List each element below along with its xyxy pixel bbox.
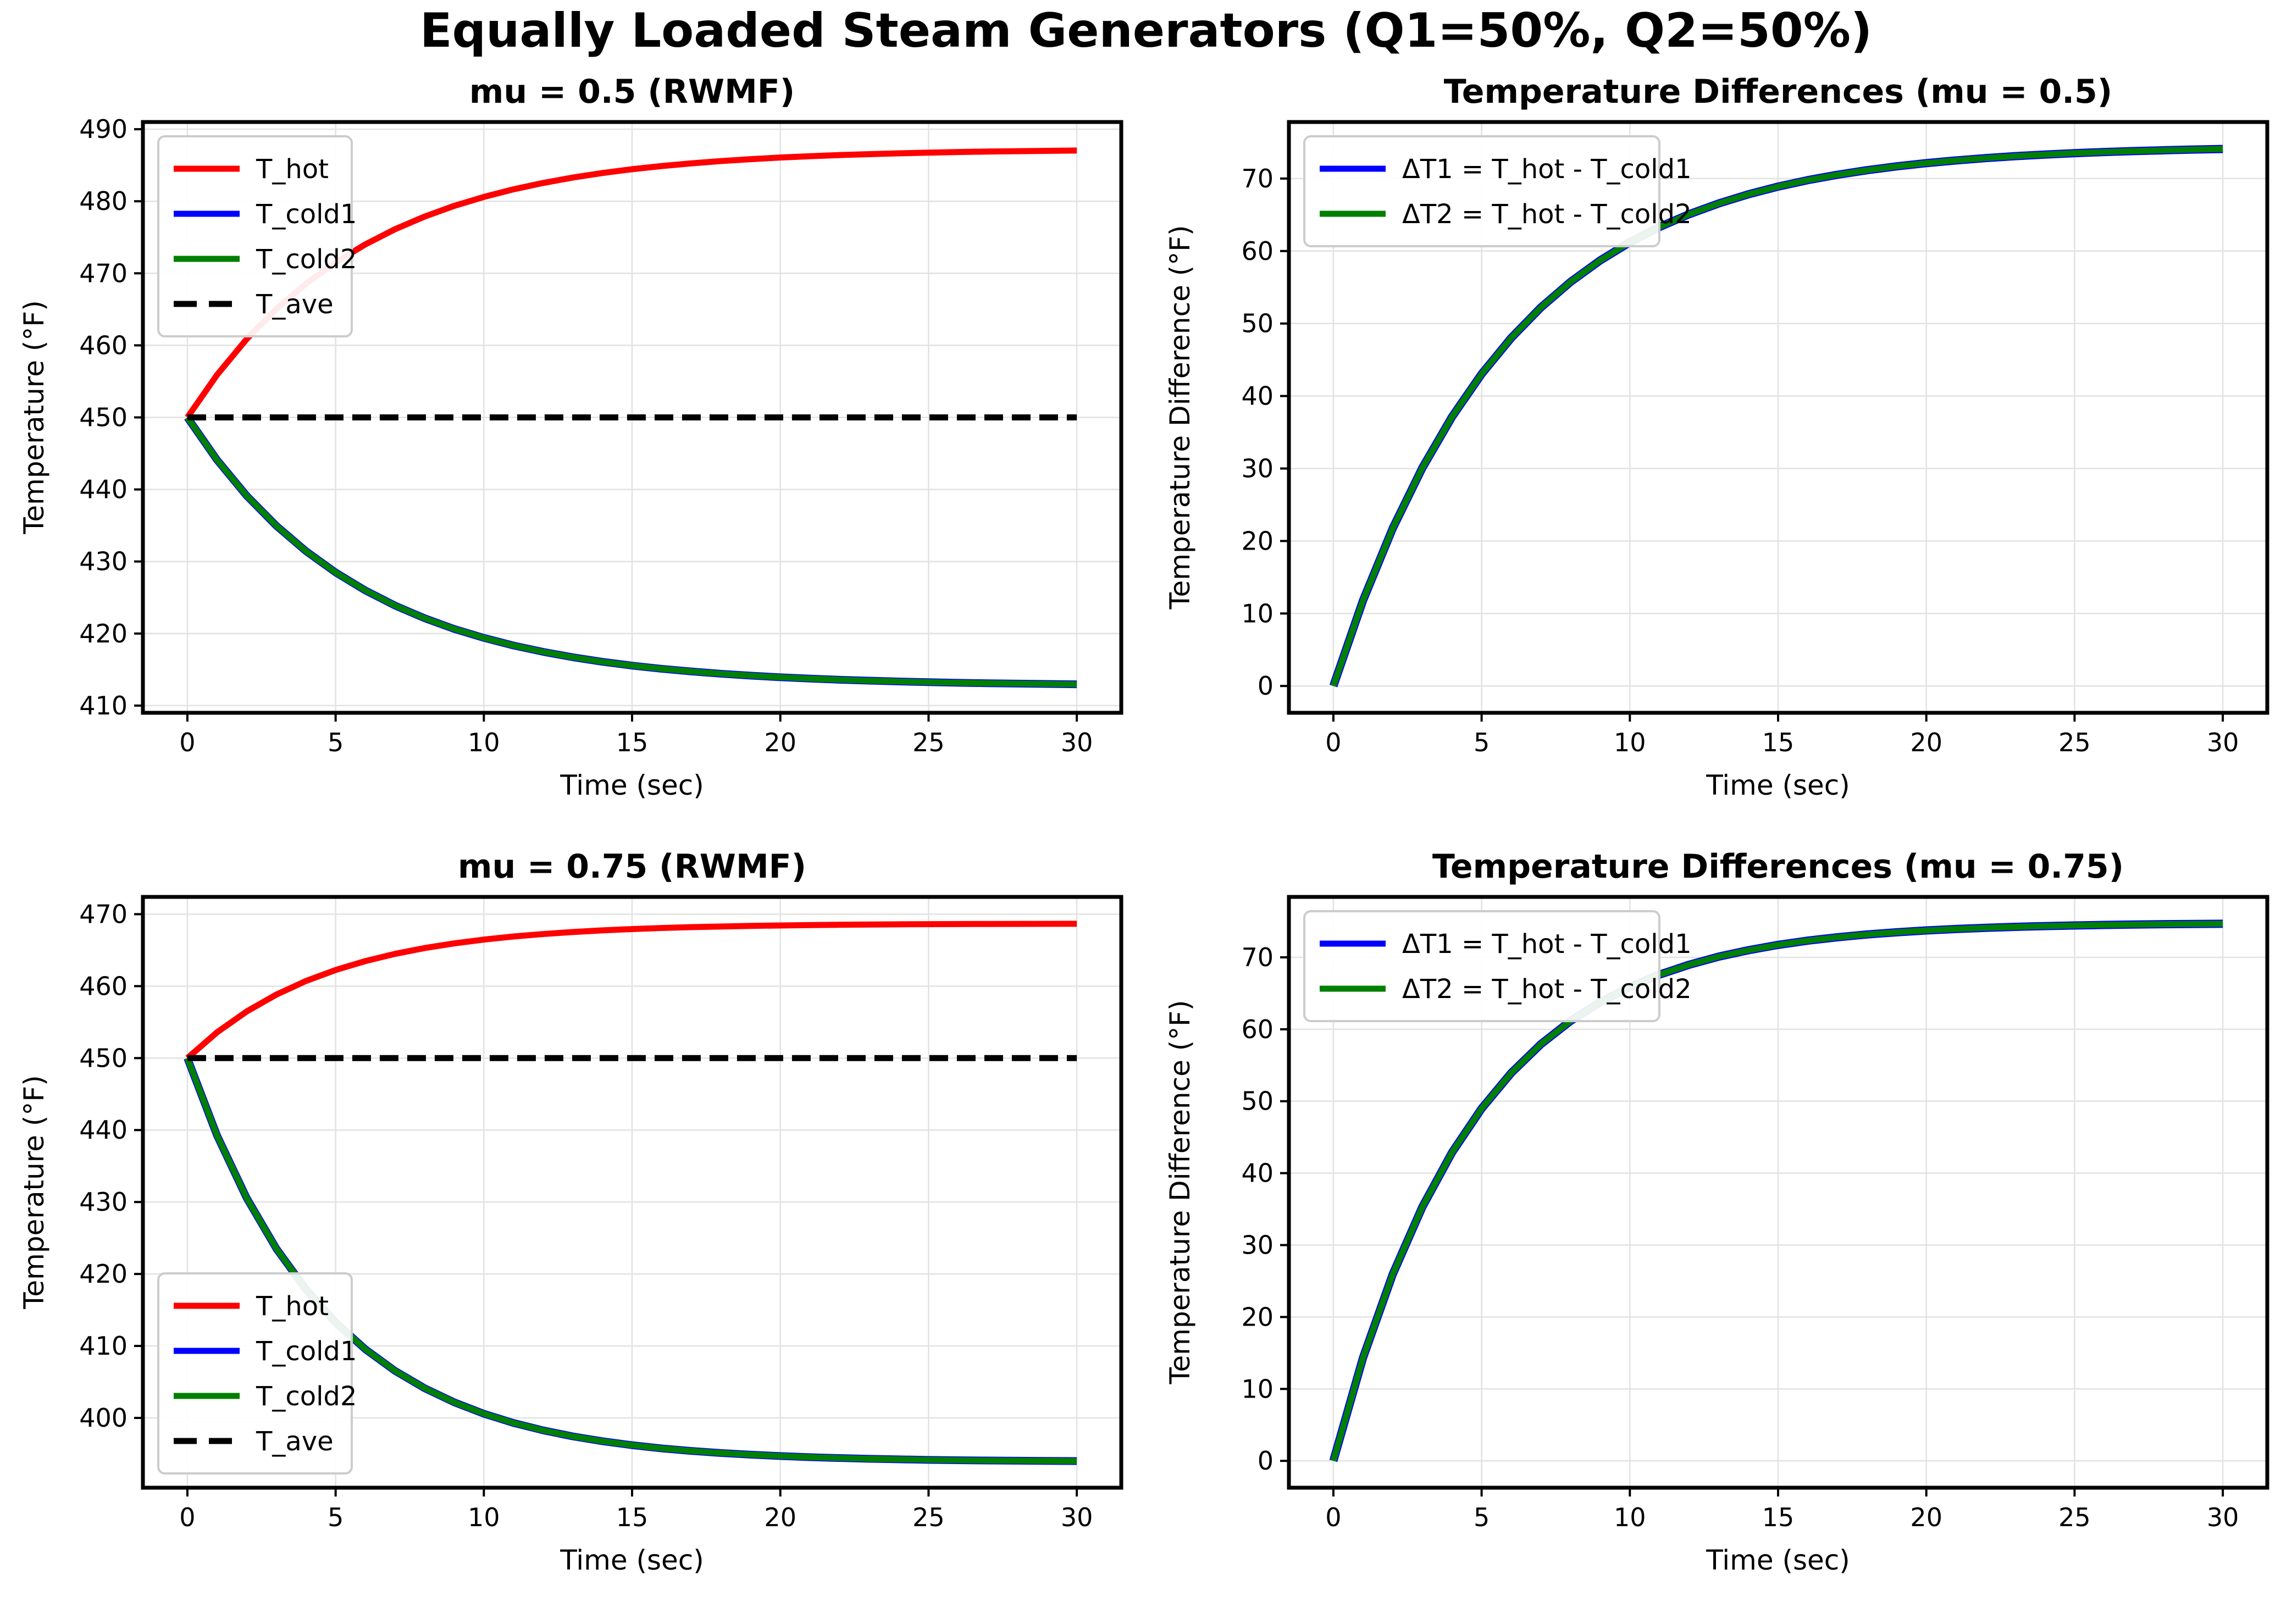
svg-text:T_cold2: T_cold2 — [256, 1381, 357, 1412]
svg-text:400: 400 — [79, 1403, 128, 1433]
svg-text:25: 25 — [2058, 1503, 2091, 1532]
subplot-title: mu = 0.5 (RWMF) — [469, 73, 795, 111]
svg-text:5: 5 — [328, 1503, 344, 1532]
svg-text:20: 20 — [764, 728, 796, 757]
x-axis-label: Time (sec) — [1706, 769, 1850, 801]
svg-text:470: 470 — [79, 899, 128, 929]
svg-text:15: 15 — [1762, 1503, 1795, 1532]
plot-mu-0.5-canvas: 0 5 10 15 20 25 30 410 420 430 440 450 460 470 480 490 T… — [79, 114, 1123, 757]
svg-text:430: 430 — [79, 547, 128, 577]
svg-text:410: 410 — [79, 691, 128, 720]
svg-text:ΔT1 = T_hot - T_cold1: ΔT1 = T_hot - T_cold1 — [1402, 929, 1692, 960]
svg-text:20: 20 — [1910, 728, 1942, 757]
subplot-mu-0.75-temperatures: 0 5 10 15 20 25 30 400 410 420 430 440 450 460 470 T_ho… — [0, 836, 1146, 1611]
svg-text:30: 30 — [2207, 728, 2239, 757]
svg-text:0: 0 — [179, 1503, 195, 1532]
svg-text:20: 20 — [764, 1503, 796, 1532]
svg-text:T_ave: T_ave — [256, 1426, 334, 1457]
svg-text:490: 490 — [79, 114, 128, 144]
subplot-title: mu = 0.75 (RWMF) — [457, 847, 807, 886]
svg-text:5: 5 — [1474, 1503, 1490, 1532]
y-axis-label: Temperature (°F) — [18, 1075, 50, 1309]
svg-text:470: 470 — [79, 258, 128, 288]
svg-text:70: 70 — [1241, 943, 1274, 972]
svg-text:ΔT2 = T_hot - T_cold2: ΔT2 = T_hot - T_cold2 — [1402, 974, 1692, 1005]
svg-text:T_cold2: T_cold2 — [256, 244, 357, 275]
plot-mu-0.75-canvas: 0 5 10 15 20 25 30 400 410 420 430 440 450 460 470 T_ho… — [79, 895, 1123, 1532]
svg-text:10: 10 — [1614, 728, 1646, 757]
y-axis-label: Temperature (°F) — [18, 300, 50, 534]
svg-text:30: 30 — [1061, 1503, 1093, 1532]
svg-text:T_cold1: T_cold1 — [256, 199, 357, 230]
svg-text:50: 50 — [1241, 1087, 1274, 1116]
figure-suptitle: Equally Loaded Steam Generators (Q1=50%,… — [419, 3, 1873, 58]
svg-text:420: 420 — [79, 1259, 128, 1289]
svg-text:450: 450 — [79, 1043, 128, 1073]
svg-text:30: 30 — [2207, 1503, 2239, 1532]
svg-text:5: 5 — [328, 728, 344, 757]
svg-text:ΔT1 = T_hot - T_cold1: ΔT1 = T_hot - T_cold1 — [1402, 154, 1692, 185]
svg-text:430: 430 — [79, 1187, 128, 1217]
svg-text:40: 40 — [1241, 1159, 1274, 1188]
svg-text:460: 460 — [79, 330, 128, 360]
svg-text:0: 0 — [1258, 671, 1274, 701]
svg-text:20: 20 — [1241, 1302, 1274, 1332]
svg-text:15: 15 — [616, 728, 649, 757]
svg-text:10: 10 — [1241, 1374, 1274, 1404]
svg-text:10: 10 — [1614, 1503, 1646, 1532]
subplot-mu-0.5-temperatures: 0 5 10 15 20 25 30 410 420 430 440 450 460 470 480 490 T… — [0, 62, 1146, 836]
svg-text:0: 0 — [179, 728, 195, 757]
x-axis-label: Time (sec) — [560, 769, 704, 801]
svg-text:60: 60 — [1241, 1015, 1274, 1044]
svg-text:410: 410 — [79, 1331, 128, 1361]
y-axis-label: Temperature Difference (°F) — [1164, 225, 1196, 609]
svg-text:T_ave: T_ave — [256, 289, 334, 320]
svg-text:20: 20 — [1241, 526, 1274, 556]
svg-text:440: 440 — [79, 475, 128, 505]
svg-text:15: 15 — [616, 1503, 649, 1532]
svg-text:25: 25 — [2058, 728, 2091, 757]
svg-text:440: 440 — [79, 1115, 128, 1145]
svg-text:70: 70 — [1241, 164, 1274, 193]
svg-text:30: 30 — [1241, 453, 1274, 483]
svg-text:T_hot: T_hot — [256, 1291, 329, 1322]
svg-text:420: 420 — [79, 619, 128, 649]
svg-text:0: 0 — [1258, 1446, 1274, 1476]
svg-text:25: 25 — [912, 728, 945, 757]
svg-text:40: 40 — [1241, 381, 1274, 411]
svg-text:20: 20 — [1910, 1503, 1942, 1532]
subplot-title: Temperature Differences (mu = 0.75) — [1432, 847, 2124, 886]
svg-text:0: 0 — [1325, 1503, 1341, 1532]
subplot-diff-mu-0.5: 0 5 10 15 20 25 30 0 10 20 30 40 50 60 70 ΔT1 = T_hot -… — [1146, 62, 2292, 836]
svg-text:15: 15 — [1762, 728, 1795, 757]
subplot-grid: 0 5 10 15 20 25 30 410 420 430 440 450 460 470 480 490 T… — [0, 62, 2292, 1611]
svg-text:25: 25 — [912, 1503, 945, 1532]
x-axis-label: Time (sec) — [1706, 1544, 1850, 1576]
svg-text:460: 460 — [79, 971, 128, 1001]
svg-text:T_cold1: T_cold1 — [256, 1336, 357, 1367]
svg-text:50: 50 — [1241, 309, 1274, 339]
plot-diff-mu-0.75-canvas: 0 5 10 15 20 25 30 0 10 20 30 40 50 60 70 ΔT1 = T_hot -… — [1241, 895, 2269, 1532]
x-axis-label: Time (sec) — [560, 1544, 704, 1576]
svg-text:480: 480 — [79, 186, 128, 216]
svg-text:450: 450 — [79, 403, 128, 433]
svg-text:10: 10 — [468, 728, 500, 757]
svg-text:10: 10 — [1241, 598, 1274, 628]
svg-text:0: 0 — [1325, 728, 1341, 757]
svg-text:30: 30 — [1241, 1231, 1274, 1260]
subplot-title: Temperature Differences (mu = 0.5) — [1443, 73, 2113, 111]
svg-text:10: 10 — [468, 1503, 500, 1532]
y-axis-label: Temperature Difference (°F) — [1164, 1000, 1196, 1384]
svg-text:T_hot: T_hot — [256, 154, 329, 185]
plot-diff-mu-0.5-canvas: 0 5 10 15 20 25 30 0 10 20 30 40 50 60 70 ΔT1 = T_hot -… — [1241, 120, 2269, 757]
subplot-diff-mu-0.75: 0 5 10 15 20 25 30 0 10 20 30 40 50 60 70 ΔT1 = T_hot -… — [1146, 836, 2292, 1611]
svg-text:ΔT2 = T_hot - T_cold2: ΔT2 = T_hot - T_cold2 — [1402, 199, 1692, 230]
svg-text:5: 5 — [1474, 728, 1490, 757]
svg-text:30: 30 — [1061, 728, 1093, 757]
svg-text:60: 60 — [1241, 236, 1274, 266]
